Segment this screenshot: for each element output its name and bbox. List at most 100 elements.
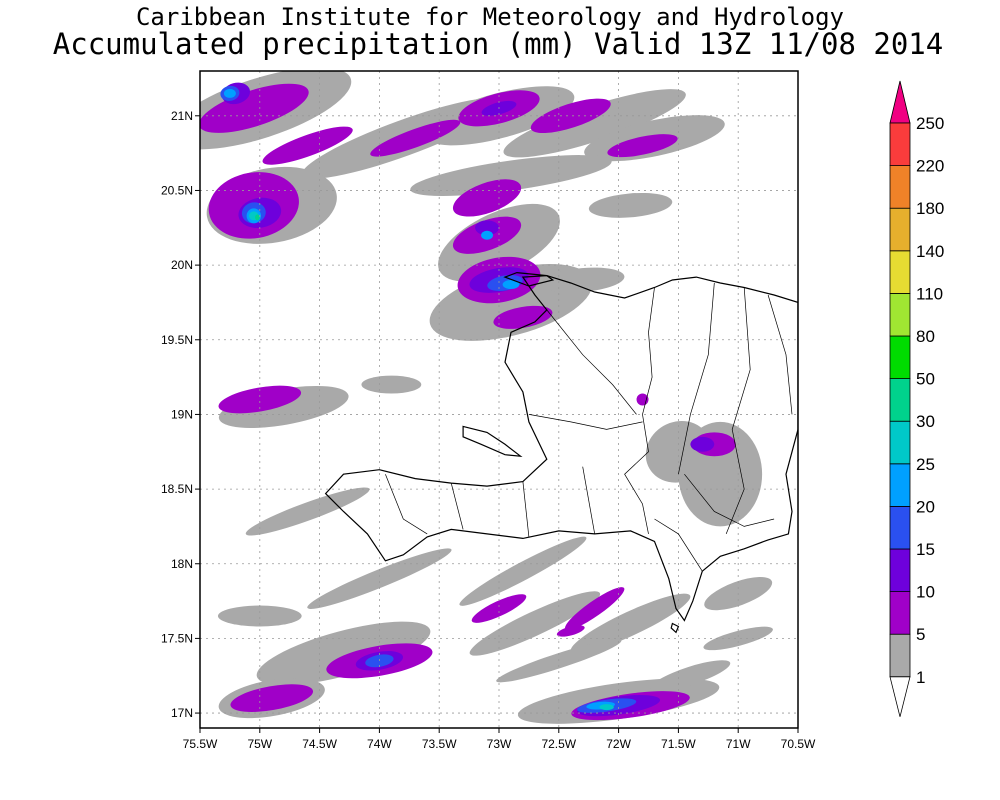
admin-boundary bbox=[767, 294, 793, 415]
colorbar-swatch bbox=[889, 548, 911, 592]
colorbar-swatch bbox=[889, 250, 911, 294]
y-tick-label: 18.5N bbox=[161, 482, 193, 496]
precip-20mm-area bbox=[502, 280, 520, 290]
precip-30mm-area bbox=[255, 214, 260, 221]
colorbar-swatch bbox=[889, 122, 911, 166]
colorbar-label: 10 bbox=[916, 583, 935, 602]
product-title: Accumulated precipitation (mm) Valid 13Z… bbox=[52, 27, 944, 61]
precip-1mm-area bbox=[703, 626, 773, 651]
precip-5mm-area bbox=[471, 594, 527, 623]
colorbar-min-triangle bbox=[889, 676, 911, 717]
precip-5mm-area bbox=[556, 625, 585, 637]
colorbar-swatch bbox=[889, 505, 911, 550]
x-tick-label: 71.5W bbox=[661, 737, 696, 751]
admin-boundary bbox=[450, 483, 464, 530]
x-tick-label: 75.5W bbox=[183, 737, 218, 751]
y-axis-ticks: 21N 20.5N 20N 19.5N 19N 18.5N 18N 17.5N 17N bbox=[161, 109, 200, 720]
precip-25mm-area bbox=[599, 704, 614, 711]
admin-boundary bbox=[678, 282, 715, 475]
precip-20mm-area bbox=[223, 88, 236, 98]
gridlines bbox=[200, 71, 798, 728]
coastline bbox=[670, 622, 680, 634]
admin-boundary bbox=[546, 309, 637, 415]
x-tick-label: 73W bbox=[487, 737, 512, 751]
admin-boundary bbox=[385, 474, 428, 535]
coastline bbox=[462, 425, 523, 457]
precip-1mm-area bbox=[361, 375, 422, 394]
x-tick-label: 72W bbox=[606, 737, 631, 751]
precip-1mm-area bbox=[469, 591, 601, 656]
x-tick-label: 73.5W bbox=[422, 737, 457, 751]
precip-5mm-area bbox=[607, 134, 678, 158]
admin-boundary bbox=[684, 473, 775, 527]
admin-boundary bbox=[522, 481, 530, 537]
colorbar-swatch bbox=[889, 591, 911, 635]
colorbar-swatch bbox=[889, 292, 911, 337]
admin-boundary bbox=[624, 287, 655, 534]
precip-5mm-area bbox=[218, 385, 302, 414]
colorbar-label: 220 bbox=[916, 157, 944, 176]
colorbar-label: 140 bbox=[916, 242, 944, 261]
precip-10mm-area bbox=[690, 436, 715, 452]
colorbar-swatch bbox=[889, 463, 911, 507]
colorbar-swatch bbox=[889, 420, 911, 465]
colorbar-label: 5 bbox=[916, 625, 925, 644]
colorbar-label: 25 bbox=[916, 455, 935, 474]
colorbar-label: 250 bbox=[916, 114, 944, 133]
precip-1mm-area bbox=[245, 487, 370, 536]
precip-5mm-area bbox=[636, 393, 649, 406]
precip-5mm-area bbox=[200, 83, 309, 133]
colorbar-label: 30 bbox=[916, 412, 935, 431]
precip-5mm-area bbox=[530, 98, 611, 134]
y-tick-label: 18N bbox=[171, 557, 193, 571]
precip-5mm-area bbox=[493, 305, 553, 329]
admin-boundary bbox=[725, 287, 751, 535]
precip-5mm-area bbox=[230, 684, 314, 712]
precip-1mm-area bbox=[541, 267, 625, 293]
precip-5mm-area bbox=[564, 587, 625, 631]
colorbar-swatch bbox=[889, 207, 911, 252]
colorbar-swatch bbox=[889, 378, 911, 422]
precip-10mm-area bbox=[475, 220, 500, 236]
y-tick-label: 20.5N bbox=[161, 183, 193, 197]
y-tick-label: 20N bbox=[171, 258, 193, 272]
colorbar-swatch bbox=[889, 335, 911, 379]
precip-1mm-area bbox=[459, 536, 587, 606]
precip-1mm-area bbox=[503, 89, 686, 158]
colorbar-swatch bbox=[889, 165, 911, 209]
precipitation-layer bbox=[200, 71, 773, 724]
admin-boundary bbox=[582, 466, 596, 534]
y-tick-label: 17N bbox=[171, 706, 193, 720]
y-tick-label: 19N bbox=[171, 407, 193, 421]
colorbar-label: 50 bbox=[916, 370, 935, 389]
y-tick-label: 17.5N bbox=[161, 631, 193, 645]
precip-5mm-area bbox=[452, 179, 522, 217]
colorbar-swatch bbox=[889, 633, 911, 678]
x-tick-label: 75W bbox=[247, 737, 272, 751]
precip-1mm-area bbox=[588, 192, 673, 218]
colorbar-label: 1 bbox=[916, 668, 925, 687]
precip-1mm-area bbox=[217, 605, 302, 627]
colorbar-label: 110 bbox=[916, 284, 943, 303]
x-axis-ticks: 75.5W 75W 74.5W 74W 73.5W 73W 72.5W 72W 71.5W 71W… bbox=[183, 728, 816, 751]
x-tick-label: 71W bbox=[726, 737, 751, 751]
precip-20mm-area bbox=[481, 230, 494, 240]
precip-5mm-area bbox=[370, 119, 461, 157]
colorbar-label: 15 bbox=[916, 540, 935, 559]
precip-1mm-area bbox=[410, 155, 612, 196]
y-tick-label: 19.5N bbox=[161, 333, 193, 347]
institute-title: Caribbean Institute for Meteorology and … bbox=[135, 3, 844, 31]
x-tick-label: 74W bbox=[367, 737, 392, 751]
admin-boundary bbox=[654, 518, 703, 572]
coastline bbox=[324, 274, 798, 622]
precip-1mm-area bbox=[570, 593, 691, 654]
coastline bbox=[503, 271, 555, 287]
colorbar-label: 80 bbox=[916, 327, 935, 346]
x-tick-label: 72.5W bbox=[541, 737, 576, 751]
colorbar-max-triangle bbox=[889, 80, 911, 124]
precip-1mm-area bbox=[256, 621, 431, 686]
land-layer bbox=[324, 271, 798, 634]
x-tick-label: 74.5W bbox=[302, 737, 337, 751]
x-tick-label: 70.5W bbox=[781, 737, 816, 751]
